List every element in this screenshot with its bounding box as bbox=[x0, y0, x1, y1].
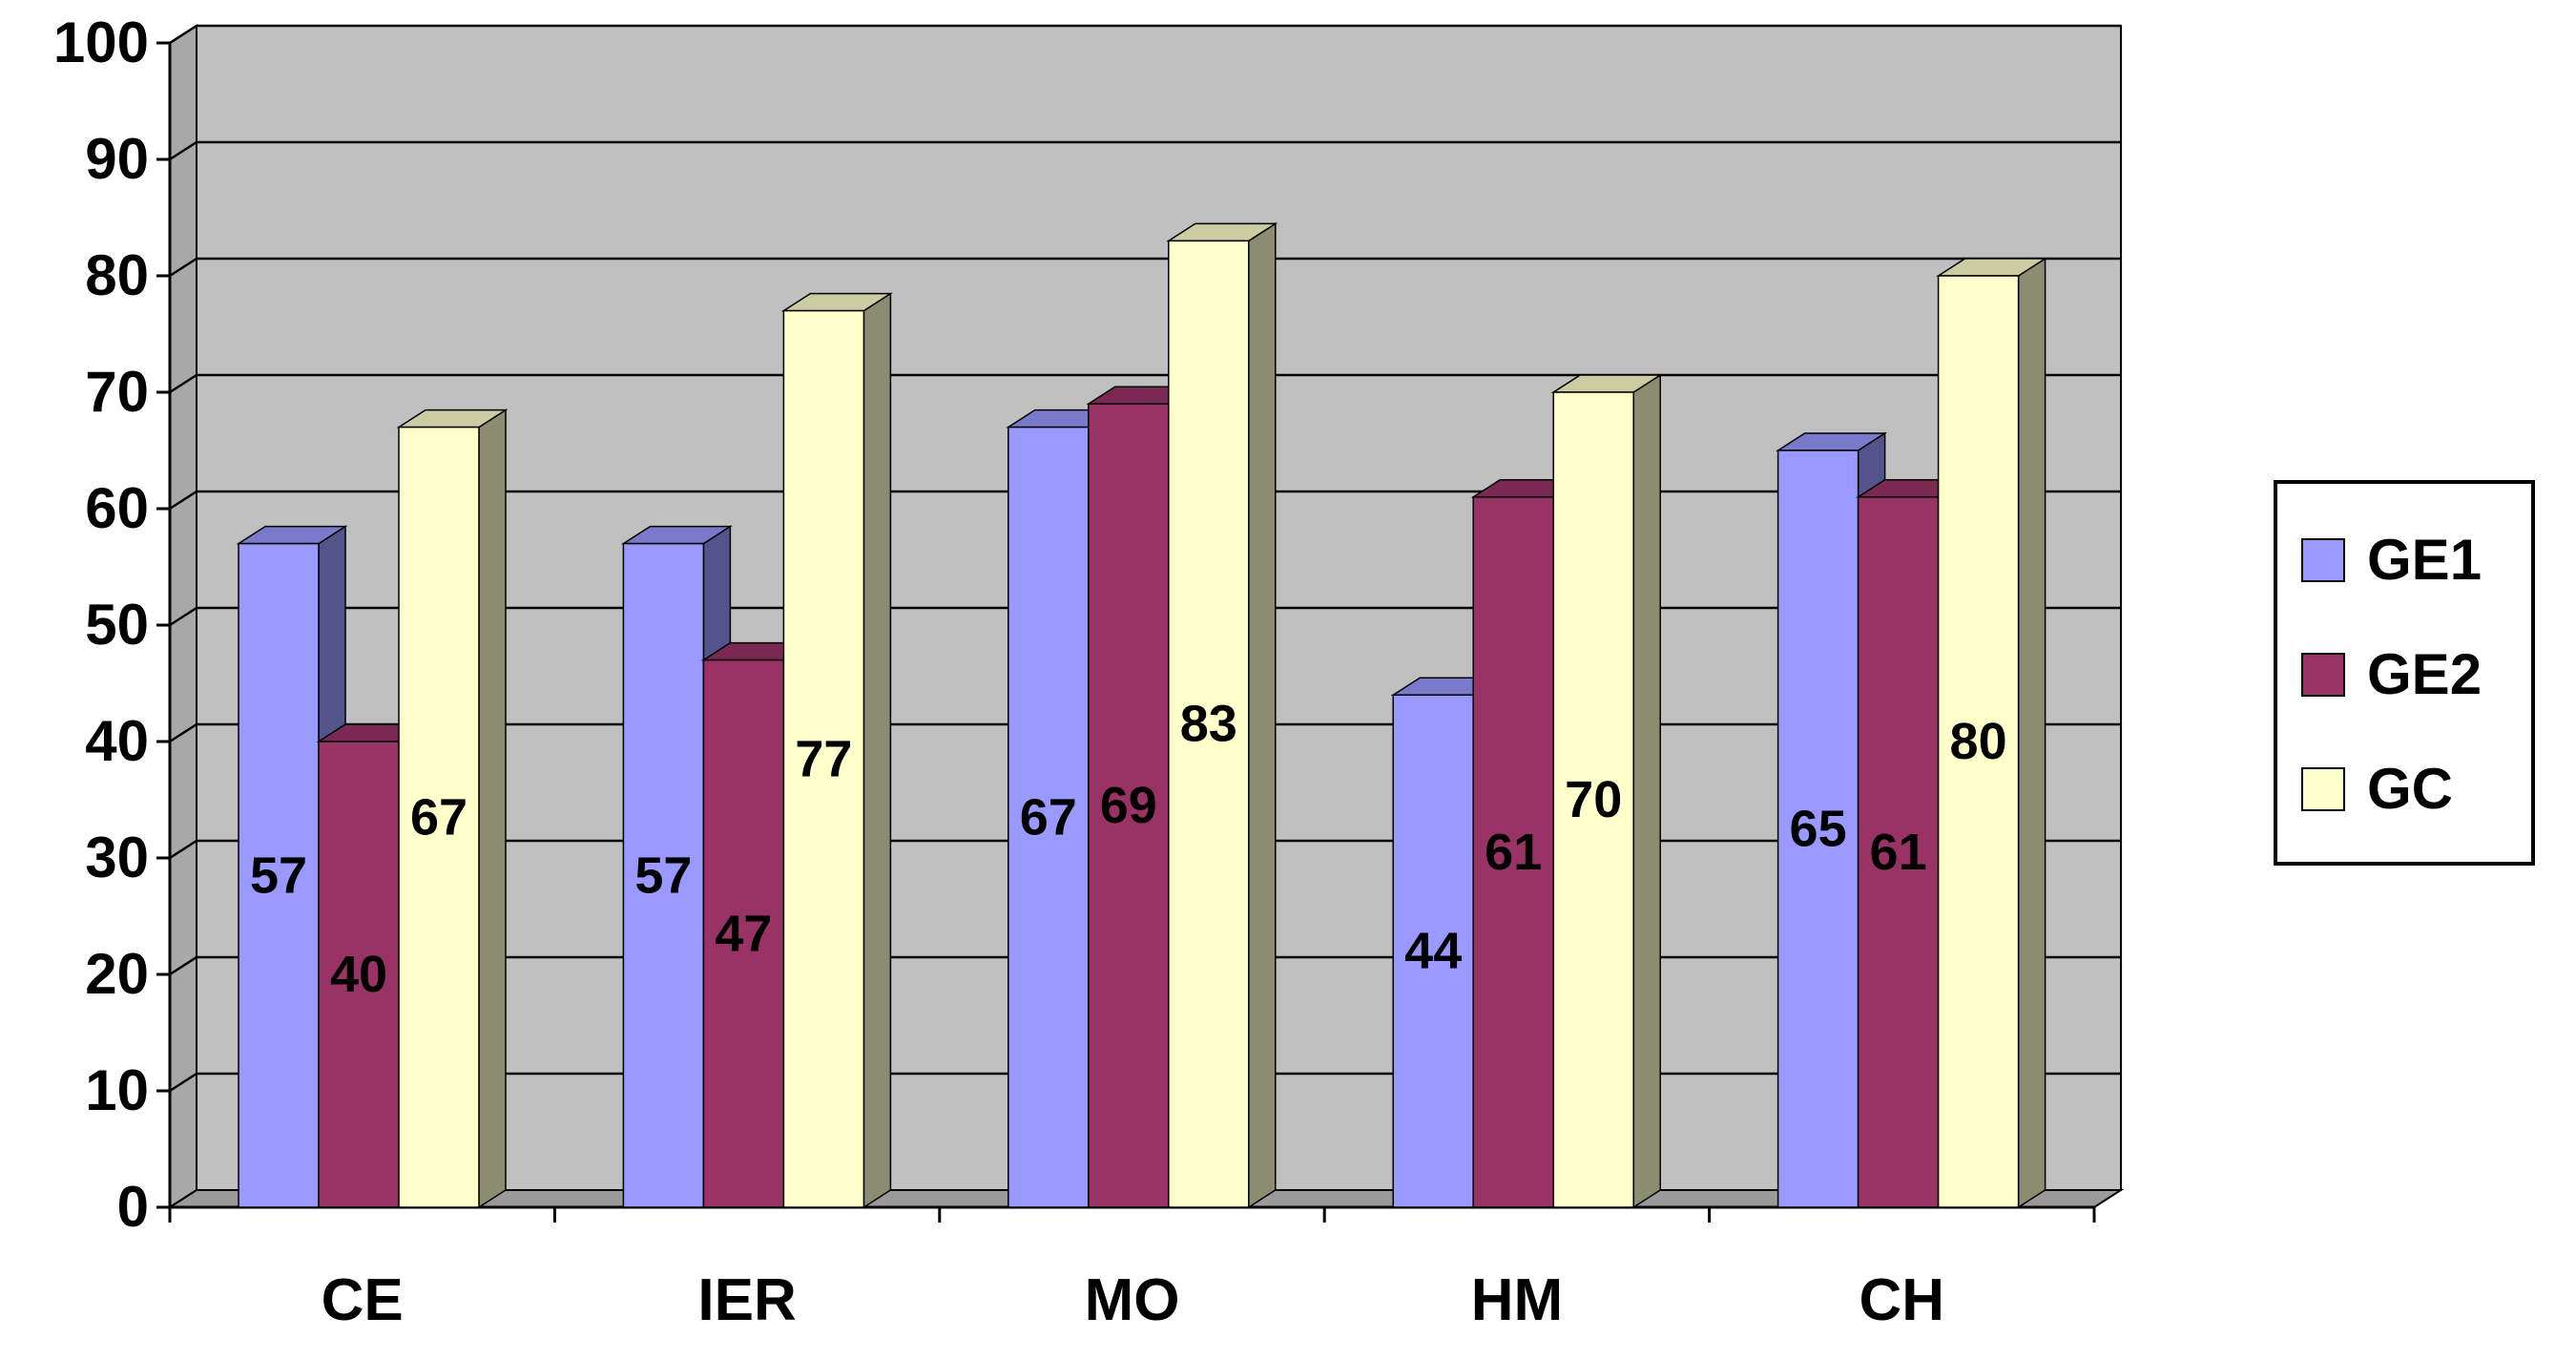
y-tick-label: 20 bbox=[85, 942, 149, 1006]
bar-side bbox=[2017, 257, 2046, 1209]
gridline-side bbox=[169, 490, 197, 511]
data-label: 57 bbox=[250, 847, 307, 904]
data-label: 77 bbox=[795, 730, 852, 787]
bar-side bbox=[1248, 222, 1277, 1209]
gridline-side bbox=[169, 24, 197, 45]
y-tick-label: 10 bbox=[85, 1058, 149, 1122]
legend-item: GC bbox=[2301, 757, 2453, 821]
bar-front bbox=[1776, 450, 1859, 1208]
bar-front bbox=[1008, 426, 1090, 1208]
legend-label: GE1 bbox=[2367, 528, 2482, 592]
data-label: 47 bbox=[715, 905, 772, 962]
bars bbox=[236, 222, 2048, 1209]
gridline-side bbox=[169, 839, 197, 860]
bar bbox=[396, 408, 509, 1209]
data-labels: 57 40 67 57 47 77 67 69 83 44 61 70 65 61 80 bbox=[250, 696, 2007, 1003]
bar-front bbox=[1088, 403, 1170, 1208]
y-tick-label: 100 bbox=[53, 10, 149, 74]
gridline-side bbox=[169, 140, 197, 161]
legend-swatch bbox=[2301, 653, 2345, 697]
x-tick-label: CH bbox=[1859, 1267, 1945, 1333]
x-tick-label: HM bbox=[1471, 1267, 1563, 1333]
y-axis: 0 10 20 30 40 50 60 70 80 90 100 bbox=[53, 10, 172, 1239]
bar-front bbox=[238, 542, 320, 1208]
bar bbox=[236, 525, 348, 1209]
bar bbox=[780, 292, 893, 1209]
data-label: 65 bbox=[1790, 801, 1847, 858]
data-label: 80 bbox=[1950, 713, 2007, 770]
legend-label: GC bbox=[2367, 757, 2453, 821]
y-tick-label: 40 bbox=[85, 709, 149, 773]
data-label: 40 bbox=[330, 946, 387, 1003]
bar bbox=[1550, 373, 1663, 1209]
y-tick-label: 80 bbox=[85, 243, 149, 307]
gridline-side bbox=[169, 373, 197, 394]
bar-side bbox=[478, 408, 507, 1209]
bar-side bbox=[862, 292, 892, 1209]
gridline-side bbox=[169, 955, 197, 976]
y-tick-label: 0 bbox=[117, 1175, 149, 1239]
legend-label: GE2 bbox=[2367, 642, 2482, 706]
bar-front bbox=[782, 309, 865, 1208]
y-tick-label: 70 bbox=[85, 360, 149, 424]
y-tick-label: 50 bbox=[85, 593, 149, 657]
gridline-side bbox=[169, 257, 197, 278]
bar-front bbox=[1168, 240, 1250, 1208]
legend-item: GE1 bbox=[2301, 528, 2482, 592]
x-tick-label: MO bbox=[1085, 1267, 1180, 1333]
bar-side bbox=[1632, 373, 1661, 1209]
data-label: 70 bbox=[1565, 771, 1622, 828]
bar-front bbox=[1552, 391, 1634, 1208]
legend-swatch bbox=[2301, 538, 2345, 582]
x-tick-label: CE bbox=[322, 1267, 404, 1333]
gridline-side bbox=[169, 722, 197, 743]
data-label: 61 bbox=[1485, 824, 1542, 881]
y-tick-label: 30 bbox=[85, 826, 149, 889]
legend: GE1 GE2 GC bbox=[2274, 480, 2535, 866]
bar bbox=[1166, 222, 1278, 1209]
data-label: 69 bbox=[1100, 777, 1157, 834]
bar-front bbox=[622, 542, 705, 1208]
data-label: 67 bbox=[1020, 788, 1077, 846]
data-label: 57 bbox=[634, 847, 692, 904]
x-axis: CE IER MO HM CH bbox=[168, 1205, 2096, 1333]
legend-swatch bbox=[2301, 767, 2345, 811]
bar bbox=[1936, 257, 2048, 1209]
gridline-side bbox=[169, 606, 197, 627]
data-label: 61 bbox=[1870, 824, 1927, 881]
x-tick-label: IER bbox=[697, 1267, 796, 1333]
gridline-side bbox=[169, 1072, 197, 1093]
y-tick-label: 60 bbox=[85, 476, 149, 540]
bar-front bbox=[1937, 275, 2020, 1208]
bar-front bbox=[318, 741, 400, 1208]
bar-front bbox=[1857, 496, 1940, 1208]
bar-front bbox=[1472, 496, 1554, 1208]
bar-front bbox=[1392, 694, 1474, 1208]
bar-front bbox=[702, 659, 785, 1208]
bar-front bbox=[398, 426, 480, 1208]
y-tick-label: 90 bbox=[85, 127, 149, 191]
legend-item: GE2 bbox=[2301, 642, 2482, 706]
data-label: 44 bbox=[1404, 923, 1462, 980]
data-label: 83 bbox=[1180, 696, 1237, 753]
data-label: 67 bbox=[410, 788, 467, 846]
